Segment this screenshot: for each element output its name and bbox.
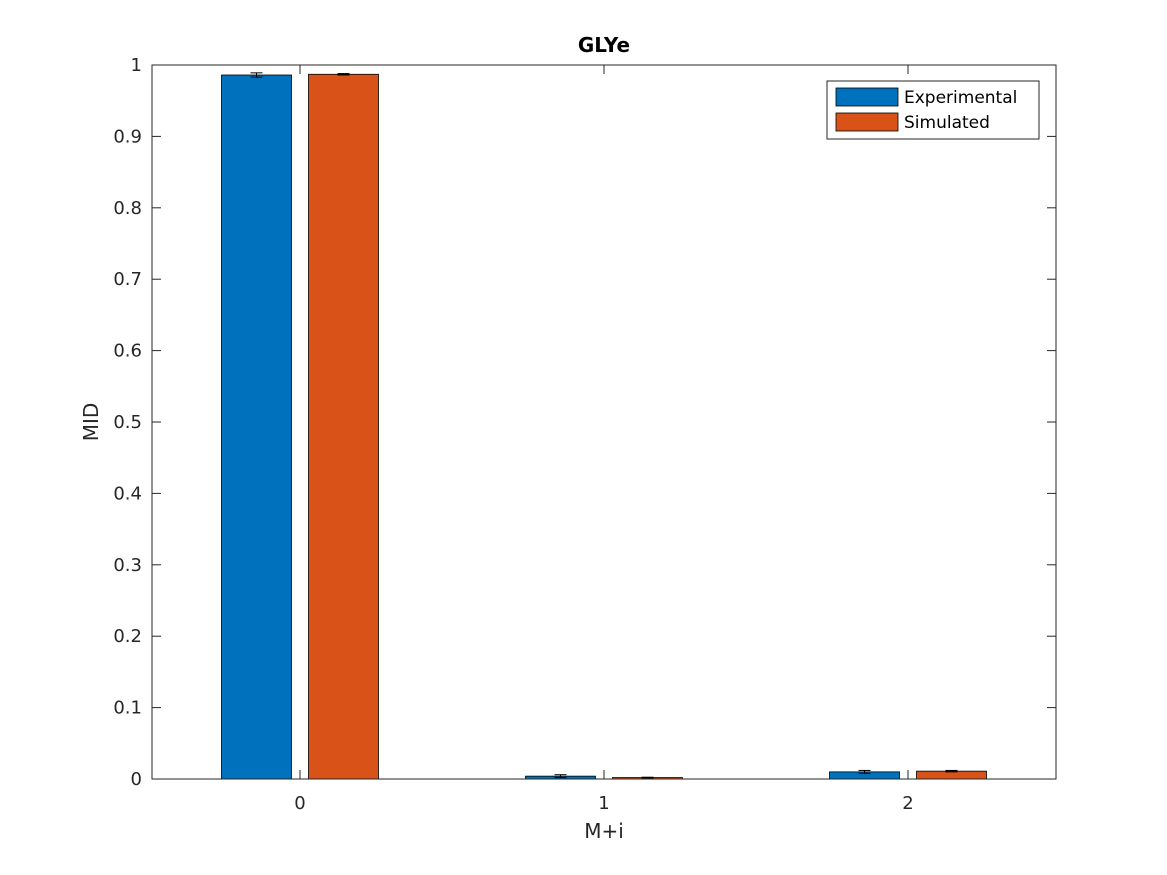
- y-axis-label: MID: [79, 403, 103, 442]
- x-tick-label: 1: [598, 793, 609, 814]
- y-tick-label: 0.9: [113, 126, 142, 147]
- y-tick-label: 0.3: [113, 555, 142, 576]
- x-tick-label: 0: [294, 793, 305, 814]
- y-tick-label: 0.1: [113, 698, 142, 719]
- x-ticks-group: 0 1 2: [294, 65, 914, 814]
- x-axis-label: M+i: [584, 819, 624, 843]
- y-tick-label: 1: [131, 55, 142, 76]
- y-tick-label: 0: [131, 769, 142, 790]
- errorbar-simulated-2: [945, 769, 958, 773]
- bar-simulated-0: [308, 73, 379, 780]
- errorbars-group: [250, 72, 958, 779]
- chart-title: GLYe: [578, 33, 630, 57]
- bar-experimental-0: [221, 74, 292, 780]
- y-tick-label: 0.4: [113, 483, 142, 504]
- y-tick-label: 0.6: [113, 341, 142, 362]
- y-tick-label: 0.5: [113, 412, 142, 433]
- legend-swatch-simulated: [835, 112, 899, 132]
- y-tick-label: 0.8: [113, 198, 142, 219]
- errorbar-experimental-2: [858, 769, 871, 774]
- errorbar-simulated-1: [641, 776, 654, 779]
- bars-group: [221, 73, 987, 780]
- y-tick-label: 0.7: [113, 269, 142, 290]
- errorbar-simulated-0: [337, 73, 350, 76]
- legend-swatch-experimental: [835, 87, 899, 107]
- legend-label-experimental: Experimental: [904, 88, 1017, 108]
- plot-area: [152, 65, 1056, 779]
- legend: Experimental Simulated: [826, 80, 1040, 140]
- x-tick-label: 2: [902, 793, 913, 814]
- y-tick-label: 0.2: [113, 626, 142, 647]
- errorbar-experimental-1: [554, 774, 567, 779]
- y-ticks-group: 0 0.1 0.2 0.3 0.4 0.5 0.6 0.7 0.8 0.9 1: [113, 55, 1056, 790]
- errorbar-experimental-0: [250, 72, 263, 78]
- legend-label-simulated: Simulated: [904, 113, 990, 133]
